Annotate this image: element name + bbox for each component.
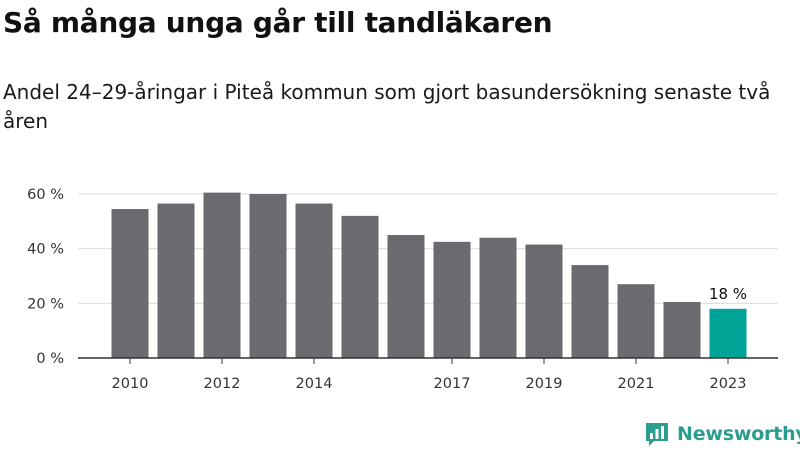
chart-subtitle: Andel 24–29-åringar i Piteå kommun som g… (3, 80, 771, 133)
brand-logo: Newsworthy (644, 419, 800, 449)
bar (663, 301, 701, 358)
bar-data-label: 18 % (709, 285, 747, 303)
x-tick-label: 2017 (434, 376, 471, 392)
bar-highlight (709, 308, 747, 358)
bar (111, 209, 149, 358)
bar (157, 203, 195, 358)
bar (433, 241, 471, 358)
bar (341, 215, 379, 358)
bar (571, 265, 609, 358)
x-tick-label: 2019 (526, 376, 563, 392)
y-tick-label: 0 % (36, 351, 64, 367)
x-tick-label: 2014 (296, 376, 333, 392)
brand-name: Newsworthy (677, 423, 800, 445)
bar (203, 192, 241, 358)
chart-title: Så många unga går till tandläkaren (3, 6, 553, 39)
x-tick-label: 2021 (618, 376, 655, 392)
bar (479, 237, 517, 358)
bar (249, 194, 287, 358)
newsworthy-logo-icon (646, 423, 668, 446)
y-tick-label: 60 % (27, 187, 64, 203)
y-tick-label: 40 % (27, 242, 64, 258)
x-tick-label: 2010 (112, 376, 149, 392)
x-tick-label: 2012 (204, 376, 241, 392)
x-tick-label: 2023 (710, 376, 747, 392)
bar (525, 244, 563, 358)
bar (617, 284, 655, 358)
bar (295, 203, 333, 358)
y-tick-label: 20 % (27, 296, 64, 312)
bar (387, 235, 425, 358)
